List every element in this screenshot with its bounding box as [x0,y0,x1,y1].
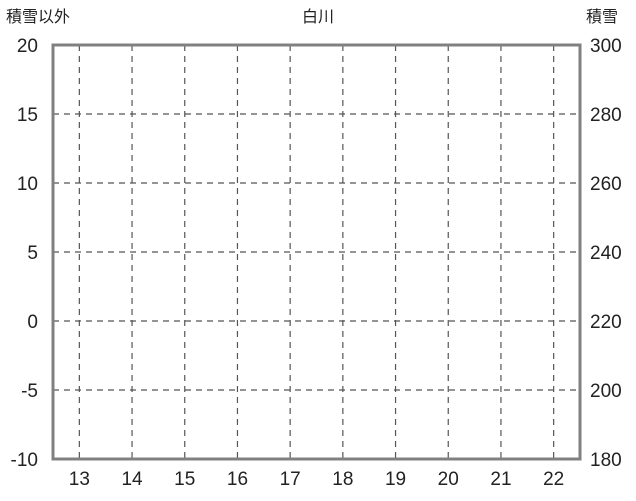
x-tick-label: 17 [280,469,301,490]
y-tick-label-left: 0 [27,312,38,333]
plot-frame [51,43,582,461]
y-tick-label-right: 280 [590,105,622,126]
right-axis-label: 積雪 [586,7,618,26]
x-tick-label: 20 [438,469,459,490]
y-tick-label-right: 200 [590,381,622,402]
y-tick-label-right: 220 [590,312,622,333]
y-tick-label-left: 5 [27,243,38,264]
x-axis-ticks: 13 14 15 16 17 18 19 20 21 22 [69,469,564,490]
x-tick-label: 13 [69,469,90,490]
y-tick-label-left: 15 [17,105,38,126]
x-tick-label: 16 [227,469,248,490]
y-tick-label-left: 10 [17,174,38,195]
y-tick-label-right: 240 [590,243,622,264]
grid-lines [53,45,580,459]
y-tick-label-left: -10 [11,450,38,471]
x-tick-label: 21 [490,469,511,490]
y-tick-label-right: 180 [590,450,622,471]
right-axis-ticks: 180 200 220 240 260 280 300 [590,36,622,471]
x-tick-label: 15 [174,469,195,490]
x-tick-label: 14 [121,469,143,490]
y-tick-label-left: -5 [21,381,38,402]
x-tick-label: 19 [385,469,406,490]
left-axis-label: 積雪以外 [6,7,70,26]
x-tick-label: 22 [543,469,564,490]
y-tick-label-left: 20 [17,36,38,57]
x-tick-label: 18 [332,469,353,490]
chart-title: 白川 [302,7,334,26]
y-tick-label-right: 300 [590,36,622,57]
y-tick-label-right: 260 [590,174,622,195]
left-axis-ticks: -10 -5 0 5 10 15 20 [11,36,38,471]
